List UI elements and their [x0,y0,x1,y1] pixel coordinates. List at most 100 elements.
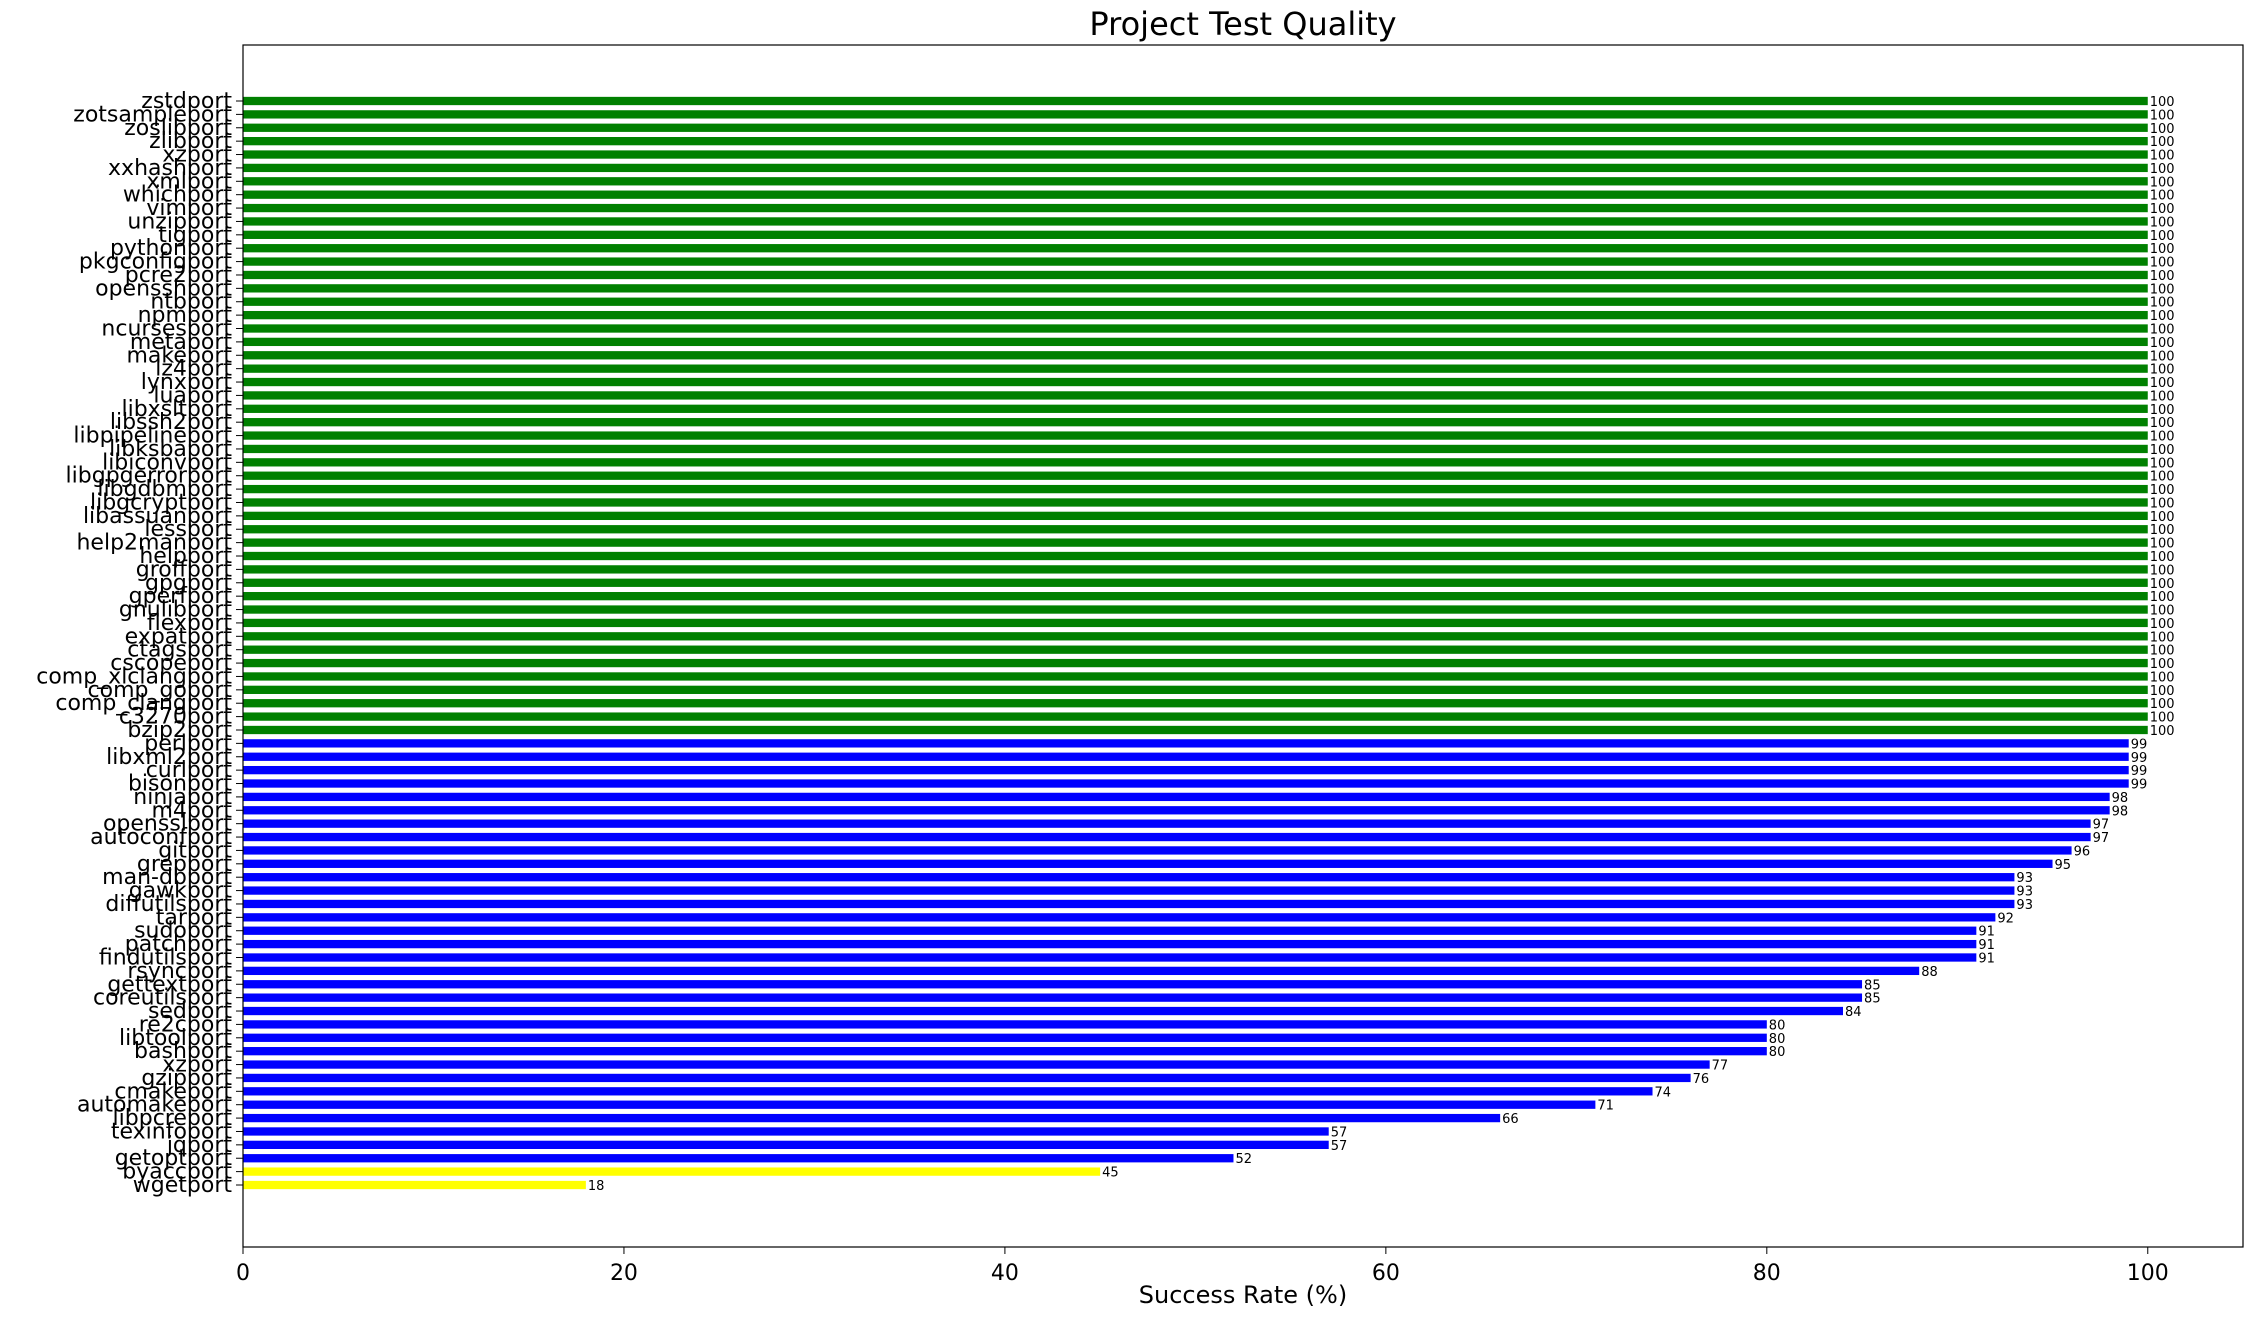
data-label: 100 [2150,403,2175,418]
data-label: 100 [2150,149,2175,164]
y-tick-label: wgetport [133,1173,233,1198]
bar [243,939,1977,949]
bar [243,177,2148,186]
data-label: 100 [2150,604,2175,619]
y-tick-label: getoptport [115,1146,233,1171]
y-tick-label: expatport [125,624,233,649]
bar [243,391,2148,400]
bar [243,658,2148,668]
y-tick-label: gzipport [141,1066,232,1091]
bar [243,832,2091,842]
bar [243,257,2148,266]
data-label: 99 [2131,778,2148,793]
data-label: 100 [2150,416,2175,431]
bar [243,297,2148,306]
y-tick-label: zoslibport [124,116,232,141]
y-tick-label: automakeport [77,1093,232,1118]
x-tick-labels: 0 20 40 60 80 100 [236,1247,2169,1286]
bar [243,123,2148,132]
y-tick-label: lynxport [141,370,233,395]
bar [243,699,2148,708]
y-tick-label: zotsampleport [73,102,232,127]
data-label: 93 [2016,898,2033,913]
bar [243,899,2015,909]
data-label: 84 [1845,1005,1862,1020]
y-tick-label: zstdport [141,89,232,114]
data-labels: 1001001001001001001001001001001001001001… [588,95,2175,1194]
bar [243,270,2148,280]
bar [243,725,2148,735]
y-tick-label: patchport [125,932,233,957]
data-label: 100 [2150,617,2175,632]
bar [243,1140,1329,1150]
y-tick-label: ninjaport [133,785,232,810]
bar [243,752,2129,761]
data-label: 85 [1864,992,1881,1007]
data-label: 100 [2150,376,2175,391]
data-label: 100 [2150,269,2175,284]
x-tick-label: 80 [1753,1261,1781,1286]
data-label: 99 [2131,751,2148,766]
bar [243,471,2148,480]
bar [243,765,2129,775]
y-tick-label: gitport [158,838,232,863]
y-tick-label: libiconvport [102,450,232,475]
data-label: 100 [2150,229,2175,244]
bar [243,1087,1653,1096]
bar [243,431,2148,440]
data-label: 100 [2150,496,2175,511]
y-tick-label: m4port [151,798,232,823]
bar [243,230,2148,239]
y-tick-label: libxml2port [106,745,232,770]
x-tick-label: 60 [1372,1261,1400,1286]
y-tick-label: xzport [162,143,232,168]
data-label: 95 [2055,858,2072,873]
data-label: 100 [2150,242,2175,257]
y-tick-label: ntbport [150,290,232,315]
data-label: 100 [2150,590,2175,605]
y-tick-label: bzip2port [127,718,232,743]
bar [243,1020,1767,1029]
y-tick-label: cscopeport [110,651,232,676]
y-tick-label: comp_goport [88,678,233,703]
x-tick-label: 40 [991,1261,1019,1286]
data-label: 76 [1693,1072,1710,1087]
data-label: 100 [2150,323,2175,338]
data-label: 100 [2150,122,2175,137]
data-label: 100 [2150,349,2175,364]
bar [243,926,1977,935]
y-tick-label: byaccport [122,1160,232,1185]
bar [243,351,2148,360]
bar [243,886,2015,895]
y-tick-label: gettextport [107,972,232,997]
y-tick-label: groffport [136,557,233,582]
y-tick-label: unzipport [127,209,232,234]
y-tick-label: cmakeport [114,1079,232,1104]
x-tick-label: 0 [236,1261,250,1286]
bar [243,217,2148,226]
y-tick-label: autoconfport [90,825,232,850]
data-label: 100 [2150,456,2175,471]
data-label: 100 [2150,563,2175,578]
bar [243,1060,1710,1069]
bar [243,846,2072,855]
y-tick-label: texinfoport [111,1119,233,1144]
y-tick-label: libassuanport [83,504,232,529]
y-tick-label: sudoport [134,919,232,944]
bar [243,244,2148,253]
data-label: 100 [2150,282,2175,297]
y-tick-label: help2manport [76,531,232,556]
data-label: 100 [2150,336,2175,351]
data-label: 57 [1331,1139,1348,1154]
y-tick-label: libpipelineport [73,424,232,449]
data-label: 98 [2112,791,2129,806]
bar [243,150,2148,159]
bar [243,605,2148,614]
data-label: 80 [1769,1018,1786,1033]
bar [243,1047,1767,1056]
data-label: 100 [2150,684,2175,699]
data-label: 100 [2150,135,2175,150]
bar [243,337,2148,347]
y-tick-label: coreutilsport [93,986,232,1011]
